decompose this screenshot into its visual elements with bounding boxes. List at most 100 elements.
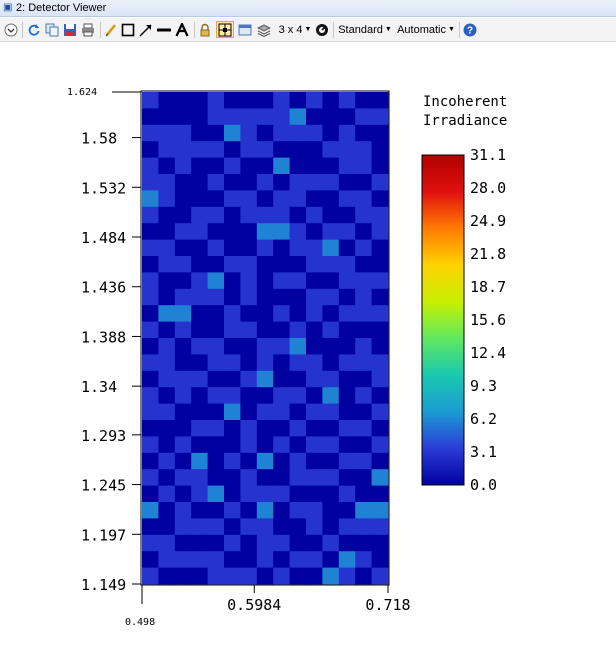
heatmap-cell bbox=[371, 190, 389, 208]
heatmap-cell bbox=[338, 403, 356, 421]
heatmap-cell bbox=[306, 403, 323, 421]
heatmap-cell bbox=[240, 157, 258, 175]
heatmap-cell bbox=[191, 338, 208, 355]
heatmap-cell bbox=[256, 567, 274, 585]
collapse-icon[interactable] bbox=[3, 21, 19, 38]
heatmap-cell bbox=[142, 157, 159, 175]
heatmap-cell bbox=[207, 436, 225, 454]
colorbar-tick-label: 9.3 bbox=[470, 377, 497, 395]
heatmap-cell bbox=[142, 338, 159, 355]
rectangle-icon[interactable] bbox=[120, 21, 136, 38]
heatmap-cell bbox=[158, 452, 176, 470]
heatmap-cell bbox=[224, 124, 241, 142]
heatmap-cell bbox=[240, 239, 258, 257]
save-icon[interactable] bbox=[62, 21, 78, 38]
heatmap-cell bbox=[256, 452, 274, 470]
heatmap-cell bbox=[191, 452, 208, 470]
scale-dropdown[interactable]: Automatic ▼ bbox=[395, 21, 457, 38]
heatmap-cell bbox=[174, 567, 192, 585]
heatmap-cell bbox=[306, 551, 323, 568]
heatmap-cell bbox=[322, 354, 340, 372]
heatmap-cell bbox=[289, 469, 307, 486]
heatmap-cell bbox=[289, 518, 307, 536]
heatmap-cell bbox=[174, 354, 192, 372]
heatmap-cell bbox=[174, 518, 192, 536]
heatmap-cell bbox=[306, 567, 323, 585]
heatmap-cell bbox=[289, 239, 307, 257]
heatmap-cell bbox=[256, 305, 274, 322]
heatmap-cell bbox=[142, 518, 159, 536]
layout-dropdown[interactable]: 3 x 4 ▼ bbox=[277, 21, 313, 38]
arrow-icon[interactable] bbox=[138, 21, 154, 38]
copy-icon[interactable] bbox=[44, 21, 60, 38]
heatmap-cell bbox=[338, 436, 356, 454]
heatmap-cell bbox=[289, 305, 307, 322]
line-icon[interactable] bbox=[156, 21, 172, 38]
heatmap-cell bbox=[306, 239, 323, 257]
heatmap-cell bbox=[142, 551, 159, 568]
heatmap-cell bbox=[371, 502, 389, 519]
heatmap-cell bbox=[240, 190, 258, 208]
colorbar-tick-label: 31.1 bbox=[470, 146, 506, 164]
heatmap-cell bbox=[207, 206, 225, 224]
heatmap-cell bbox=[289, 420, 307, 437]
heatmap-cell bbox=[273, 551, 290, 568]
heatmap-cell bbox=[256, 403, 274, 421]
heatmap-cell bbox=[322, 108, 340, 126]
heatmap-cell bbox=[355, 190, 372, 208]
heatmap-cell bbox=[256, 223, 274, 240]
heatmap-cell bbox=[224, 387, 241, 404]
y-tick-label: 1.245 bbox=[81, 477, 126, 495]
heatmap-cell bbox=[207, 387, 225, 404]
heatmap-cell bbox=[191, 387, 208, 404]
heatmap-cell bbox=[240, 502, 258, 519]
fit-icon[interactable] bbox=[216, 21, 234, 38]
heatmap-cell bbox=[273, 452, 290, 470]
heatmap-cell bbox=[174, 420, 192, 437]
heatmap-cell bbox=[174, 321, 192, 339]
heatmap-cell bbox=[174, 239, 192, 257]
lock-icon[interactable] bbox=[197, 21, 213, 38]
heatmap-cell bbox=[322, 534, 340, 552]
heatmap-cell bbox=[371, 223, 389, 240]
heatmap-cell bbox=[322, 174, 340, 191]
heatmap-cell bbox=[256, 354, 274, 372]
window-icon[interactable] bbox=[237, 21, 253, 38]
heatmap-cell bbox=[142, 452, 159, 470]
heatmap-cell bbox=[355, 551, 372, 568]
heatmap-cell bbox=[191, 305, 208, 322]
heatmap-cell bbox=[158, 518, 176, 536]
pencil-icon[interactable] bbox=[103, 21, 119, 38]
zoom-icon[interactable] bbox=[314, 21, 330, 38]
x-axis: 0.498 0.5984 0.718 bbox=[125, 585, 411, 628]
heatmap-cell bbox=[322, 141, 340, 158]
text-icon[interactable] bbox=[174, 21, 190, 38]
heatmap-cell bbox=[289, 338, 307, 355]
heatmap-cell bbox=[289, 534, 307, 552]
layers-icon[interactable] bbox=[256, 21, 272, 38]
heatmap-cell bbox=[158, 190, 176, 208]
heatmap-cell bbox=[338, 239, 356, 257]
toolbar: 3 x 4 ▼ Standard ▼ Automatic ▼ ? bbox=[0, 18, 616, 42]
heatmap bbox=[142, 92, 389, 585]
heatmap-cell bbox=[240, 452, 258, 470]
heatmap-cell bbox=[338, 370, 356, 388]
heatmap-cell bbox=[289, 272, 307, 290]
heatmap-cell bbox=[207, 174, 225, 191]
heatmap-cell bbox=[174, 124, 192, 142]
heatmap-cell bbox=[306, 452, 323, 470]
refresh-icon[interactable] bbox=[26, 21, 42, 38]
heatmap-cell bbox=[142, 124, 159, 142]
print-icon[interactable] bbox=[80, 21, 96, 38]
heatmap-cell bbox=[158, 420, 176, 437]
heatmap-cell bbox=[256, 502, 274, 519]
y-tick-label: 1.532 bbox=[81, 179, 126, 197]
style-dropdown[interactable]: Standard ▼ bbox=[337, 21, 393, 38]
chevron-down-icon: ▼ bbox=[384, 26, 392, 33]
heatmap-cell bbox=[240, 305, 258, 322]
help-icon[interactable]: ? bbox=[462, 21, 478, 38]
colorbar-tick-label: 21.8 bbox=[470, 245, 506, 263]
heatmap-cell bbox=[256, 534, 274, 552]
heatmap-cell bbox=[355, 436, 372, 454]
heatmap-cell bbox=[240, 206, 258, 224]
